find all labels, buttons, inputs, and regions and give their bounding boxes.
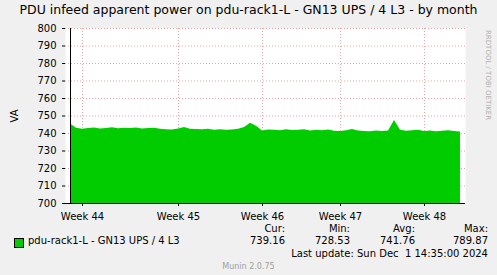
svg-text:VA: VA xyxy=(9,109,20,122)
svg-text:710: 710 xyxy=(37,180,56,191)
svg-text:780: 780 xyxy=(37,58,56,69)
html-text:RRDTOOL / TOBI OETIKER: RRDTOOL / TOBI OETIKER xyxy=(484,30,492,121)
html-text:Cur:: Cur: xyxy=(264,223,285,234)
svg-text:Week 44: Week 44 xyxy=(61,211,104,222)
html-text:739.16: 739.16 xyxy=(250,235,285,246)
svg-text:720: 720 xyxy=(37,163,56,174)
html-text:Max:: Max: xyxy=(464,223,488,234)
svg-text:770: 770 xyxy=(37,75,56,86)
html-text:741.76: 741.76 xyxy=(380,235,415,246)
html-text:789.87: 789.87 xyxy=(453,235,488,246)
svg-text:750: 750 xyxy=(37,110,56,121)
svg-text:740: 740 xyxy=(37,128,56,139)
html-text:Avg:: Avg: xyxy=(393,223,415,234)
html-text:PDU infeed apparent power on p: PDU infeed apparent power on pdu-rack1-L… xyxy=(19,2,478,17)
html-text:Last update: Sun Dec 1 14:35:0: Last update: Sun Dec 1 14:35:00 2024 xyxy=(291,248,488,259)
svg-text:790: 790 xyxy=(37,40,56,51)
html-text:Munin 2.0.75: Munin 2.0.75 xyxy=(222,262,275,271)
html-text:728.53: 728.53 xyxy=(315,235,350,246)
svg-text:Week 45: Week 45 xyxy=(157,211,200,222)
svg-text:Week 47: Week 47 xyxy=(319,211,362,222)
svg-text:700: 700 xyxy=(37,198,56,209)
svg-text:760: 760 xyxy=(37,93,56,104)
svg-text:730: 730 xyxy=(37,145,56,156)
svg-text:Week 46: Week 46 xyxy=(241,211,284,222)
html-text:pdu-rack1-L - GN13 UPS / 4 L3: pdu-rack1-L - GN13 UPS / 4 L3 xyxy=(28,235,180,246)
svg-text:Week 48: Week 48 xyxy=(403,211,446,222)
svg-text:800: 800 xyxy=(37,23,56,34)
html-text:Min:: Min: xyxy=(328,223,350,234)
